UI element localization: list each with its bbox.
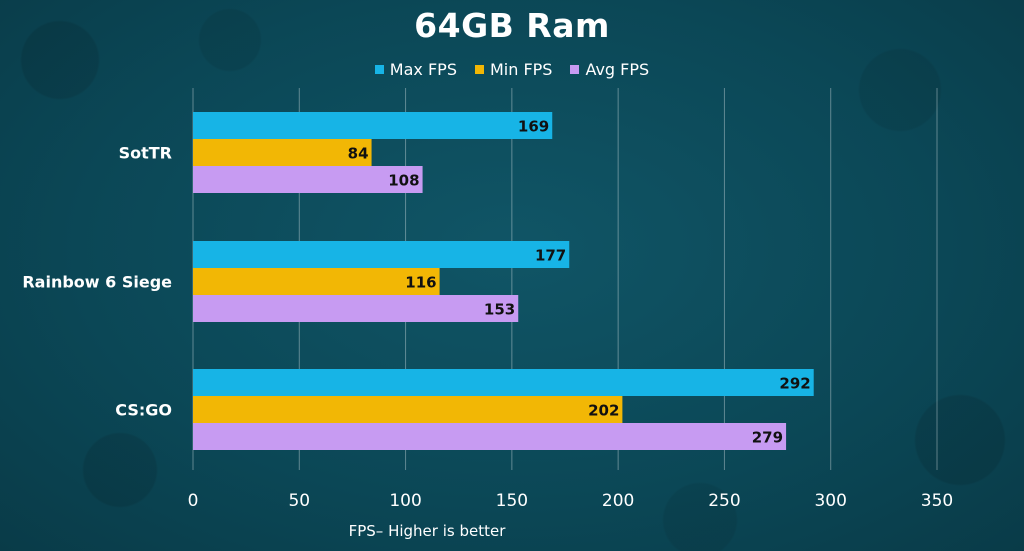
legend-swatch-avg-fps [570, 65, 580, 74]
legend-item-max-fps: Max FPS [374, 60, 457, 79]
category-label: Rainbow 6 Siege [22, 273, 172, 292]
legend-label-min-fps: Min FPS [489, 60, 553, 79]
x-tick-label: 350 [921, 491, 953, 511]
category-label: CS:GO [115, 401, 172, 420]
data-label: 292 [779, 375, 810, 393]
x-tick-label: 0 [188, 491, 199, 511]
bar [193, 139, 372, 166]
data-label: 169 [518, 118, 549, 136]
x-tick-label: 200 [602, 491, 634, 511]
category-label: SotTR [119, 144, 172, 163]
bar [193, 112, 553, 139]
bar [193, 396, 623, 423]
legend-label-max-fps: Max FPS [389, 60, 457, 79]
data-label: 108 [388, 172, 419, 190]
x-tick-label: 50 [288, 491, 310, 511]
bar [193, 295, 519, 322]
x-tick-label: 250 [708, 491, 740, 511]
x-tick-label: 150 [496, 491, 528, 511]
bar [193, 241, 570, 268]
bar [193, 369, 814, 396]
data-label: 153 [484, 301, 515, 319]
legend-swatch-max-fps [374, 65, 384, 74]
x-axis-label: FPS– Higher is better [348, 522, 506, 540]
data-label: 84 [348, 145, 369, 163]
data-label: 116 [405, 274, 436, 292]
bar [193, 166, 423, 193]
legend-swatch-min-fps [474, 65, 484, 74]
data-label: 279 [752, 429, 783, 447]
data-label: 177 [535, 247, 566, 265]
data-label: 202 [588, 402, 619, 420]
legend-item-min-fps: Min FPS [474, 60, 553, 79]
chart-title: 64GB Ram [414, 6, 610, 45]
x-tick-label: 300 [814, 491, 846, 511]
legend: Max FPS Min FPS Avg FPS [0, 60, 1024, 79]
x-tick-label: 100 [389, 491, 421, 511]
legend-item-avg-fps: Avg FPS [570, 60, 649, 79]
bar [193, 423, 787, 450]
bar [193, 268, 440, 295]
legend-label-avg-fps: Avg FPS [585, 60, 650, 79]
